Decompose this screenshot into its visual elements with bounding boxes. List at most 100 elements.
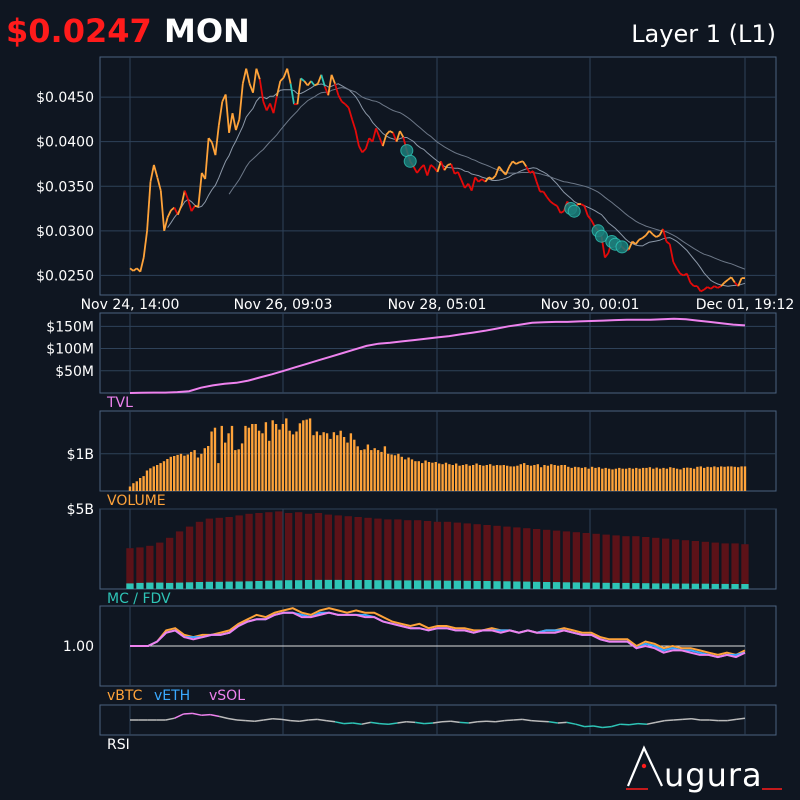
mc-bar (215, 581, 223, 589)
volume-bar (550, 464, 553, 491)
volume-bar (251, 424, 254, 491)
mc-bar (671, 583, 680, 589)
rsi-segment (183, 712, 193, 715)
volume-bar (139, 478, 142, 491)
rsi-segment (637, 722, 648, 725)
price-segment (314, 82, 319, 87)
volume-bar (648, 467, 652, 491)
price-segment (132, 267, 138, 272)
price-y-tick: $0.0300 (36, 224, 94, 240)
fdv-bar (324, 514, 333, 589)
tvl-panel-frame (99, 312, 777, 394)
rsi-segment (352, 722, 362, 725)
fdv-bar (136, 547, 144, 589)
mc-y-tick: $5B (67, 502, 94, 518)
volume-bar (179, 453, 183, 491)
tvl-y-tick: $150M (46, 319, 94, 335)
volume-bar (142, 476, 145, 491)
price-segment (422, 164, 429, 176)
price-segment (522, 160, 528, 168)
relative-panel-frame (99, 605, 777, 687)
price-x-tick: Nov 28, 05:01 (388, 297, 487, 313)
price-segment (279, 76, 285, 82)
rsi-segment (620, 723, 630, 726)
fdv-bar (304, 513, 313, 589)
rsi-segment (531, 719, 541, 722)
rsi-segment (165, 717, 175, 721)
rsi-segment (192, 712, 202, 716)
mc-bar (652, 583, 660, 589)
fdv-bar (602, 534, 610, 589)
rsi-segment (325, 719, 336, 723)
token-symbol: MON (164, 12, 250, 50)
price-segment (361, 148, 367, 154)
rsi-segment (174, 713, 184, 719)
rsi-segment (682, 718, 692, 721)
volume-bar (224, 442, 227, 491)
price-segment (662, 228, 668, 242)
rsi-segment (272, 718, 282, 721)
fdv-bar (225, 517, 233, 589)
mc-bar (334, 579, 342, 589)
mc-fdv-label: MC / FDV (107, 591, 171, 607)
vbtc-label: vBTC (107, 688, 143, 704)
price-panel-frame (99, 56, 777, 296)
volume-bar (162, 461, 166, 491)
price-segment (560, 210, 565, 214)
price-segment (665, 240, 671, 245)
price-segment (519, 160, 524, 164)
volume-bar (274, 424, 278, 491)
volume-bar (383, 446, 387, 491)
mc-bar (612, 582, 620, 589)
fdv-bar (691, 541, 700, 589)
volume-bar (193, 450, 196, 491)
fdv-bar (652, 537, 660, 589)
price-segment (245, 68, 251, 84)
mc-bar (374, 580, 382, 589)
volume-bar (237, 449, 240, 491)
volume-bar (190, 451, 193, 491)
fdv-bar (731, 543, 739, 589)
volume-bar (135, 481, 138, 491)
volume-bar (336, 435, 339, 491)
fdv-bar (711, 542, 719, 589)
rsi-segment (379, 722, 389, 725)
fdv-bar (453, 522, 462, 589)
volume-bar (200, 453, 203, 491)
volume-bar (478, 465, 482, 491)
volume-bar (176, 454, 179, 491)
fdv-bar (582, 533, 590, 589)
fdv-bar (642, 537, 650, 589)
volume-bar (434, 462, 437, 491)
volume-bar (652, 468, 655, 491)
rsi-segment (735, 717, 746, 721)
price-segment (652, 233, 657, 238)
price-segment (717, 285, 722, 289)
volume-bar (166, 459, 169, 491)
fdv-bar (562, 531, 571, 589)
volume-bar (509, 466, 512, 491)
vsol-label: vSOL (209, 688, 245, 704)
price-segment (484, 176, 490, 183)
volume-bar (706, 466, 709, 491)
fdv-bar (295, 512, 303, 589)
volume-bar (631, 468, 635, 491)
price-segment (139, 257, 145, 273)
vbtc-line (130, 607, 746, 656)
price-segment (556, 205, 562, 214)
price-segment (713, 285, 719, 289)
rsi-segment (424, 722, 434, 725)
volume-bar (421, 463, 424, 491)
volume-bar (587, 468, 590, 491)
price-segment (498, 166, 504, 172)
price-segment (672, 261, 678, 269)
price-segment (252, 68, 258, 93)
volume-bar (740, 466, 743, 491)
price-segment (276, 80, 282, 97)
price-segment (142, 230, 148, 258)
price-segment (675, 267, 681, 275)
price-segment (553, 203, 558, 207)
fdv-bar (354, 517, 362, 589)
price-segment (730, 276, 736, 283)
